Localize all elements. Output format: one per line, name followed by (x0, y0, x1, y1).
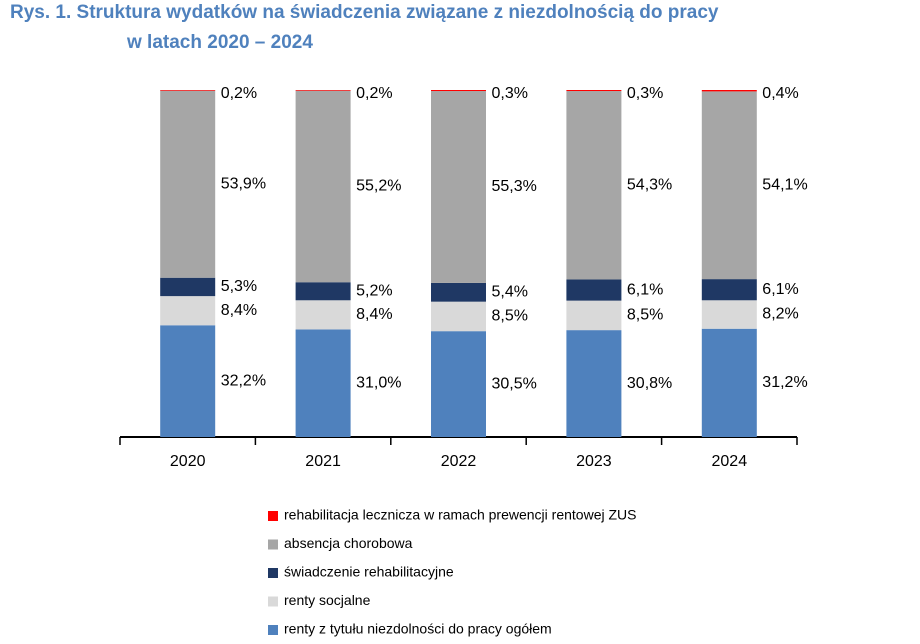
x-tick-label: 2024 (712, 453, 748, 470)
data-label: 54,3% (627, 176, 672, 193)
data-label: 5,4% (492, 284, 528, 301)
bar-segment (295, 329, 351, 437)
bar-segment (701, 300, 757, 329)
bar-segment (566, 300, 622, 331)
data-label: 32,2% (221, 372, 266, 389)
data-label: 8,4% (221, 302, 257, 319)
chart-title: w latach 2020 – 2024 (126, 32, 313, 53)
bar-segment (701, 279, 757, 301)
x-tick-label: 2021 (305, 453, 341, 470)
legend-swatch (268, 568, 278, 578)
bar-segment (295, 90, 351, 91)
bar-segment (160, 325, 216, 437)
bar-segment (701, 91, 757, 280)
legend-label: świadczenie rehabilitacyjne (284, 564, 454, 580)
data-label: 0,3% (627, 85, 663, 102)
data-label: 0,2% (221, 85, 257, 102)
bar-segment (160, 296, 216, 326)
legend-swatch (268, 539, 278, 550)
bar-segment (431, 331, 486, 437)
bar-segment (566, 330, 622, 437)
data-label: 0,4% (762, 85, 798, 102)
legend-swatch (268, 511, 278, 521)
legend-swatch (268, 596, 278, 607)
data-label: 6,1% (627, 281, 663, 298)
bar-segment (295, 90, 351, 283)
bar-segment (431, 301, 486, 332)
data-label: 8,4% (356, 306, 392, 323)
data-label: 5,3% (221, 278, 257, 295)
bar-segment (295, 300, 351, 330)
x-tick-label: 2022 (441, 453, 477, 470)
legend-label: renty socjalne (284, 592, 371, 608)
data-label: 30,5% (492, 375, 537, 392)
bar-segment (431, 282, 486, 302)
bar-segment (431, 91, 486, 283)
bar-segment (160, 277, 216, 297)
bar-segment (566, 279, 622, 301)
data-label: 53,9% (221, 175, 266, 192)
legend-label: absencja chorobowa (284, 535, 413, 551)
data-label: 8,5% (627, 307, 663, 324)
x-tick-label: 2020 (170, 453, 206, 470)
data-label: 6,1% (762, 281, 798, 298)
data-label: 8,5% (492, 308, 528, 325)
data-label: 30,8% (627, 375, 672, 392)
data-label: 5,2% (356, 282, 392, 299)
bar-segment (431, 90, 486, 92)
data-label: 0,2% (356, 85, 392, 102)
data-label: 55,3% (492, 178, 537, 195)
data-label: 55,2% (356, 178, 401, 195)
chart-title: Rys. 1. Struktura wydatków na świadczeni… (10, 2, 719, 23)
data-label: 54,1% (762, 176, 807, 193)
bar-segment (566, 91, 622, 280)
legend-label: rehabilitacja lecznicza w ramach prewenc… (284, 507, 636, 523)
bar-segment (701, 328, 757, 437)
bar-segment (160, 90, 216, 91)
data-label: 0,3% (492, 85, 528, 102)
x-tick-label: 2023 (576, 453, 612, 470)
data-label: 31,2% (762, 374, 807, 391)
legend-label: renty z tytułu niezdolności do pracy ogó… (284, 621, 552, 637)
bar-segment (701, 90, 757, 92)
data-label: 8,2% (762, 306, 798, 323)
bar-segment (566, 90, 622, 92)
data-label: 31,0% (356, 374, 401, 391)
bar-segment (295, 282, 351, 301)
bar-segment (160, 90, 216, 278)
legend-swatch (268, 625, 278, 635)
